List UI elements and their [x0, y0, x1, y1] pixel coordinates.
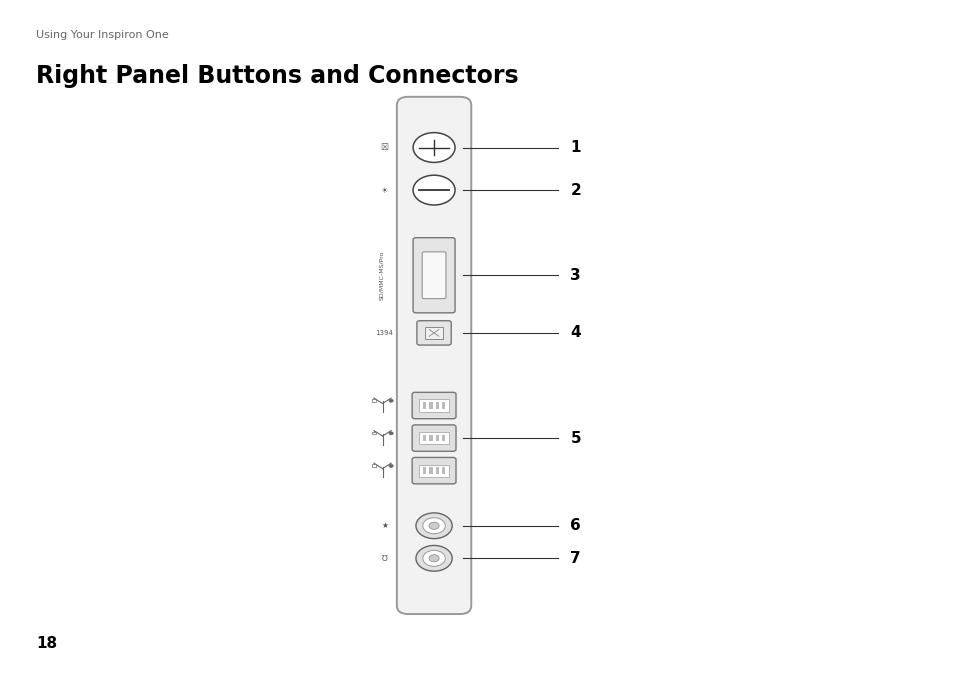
Text: 4: 4 — [570, 326, 580, 341]
Circle shape — [416, 513, 452, 539]
Text: Using Your Inspiron One: Using Your Inspiron One — [36, 30, 169, 41]
Circle shape — [413, 175, 455, 205]
Text: 1394: 1394 — [375, 330, 393, 336]
FancyBboxPatch shape — [396, 97, 471, 614]
Circle shape — [413, 133, 455, 162]
Text: 18: 18 — [36, 636, 57, 651]
FancyBboxPatch shape — [412, 458, 456, 484]
Bar — [372, 399, 375, 402]
Text: 5: 5 — [570, 431, 580, 445]
Bar — [423, 467, 426, 474]
Text: ★: ★ — [380, 521, 388, 530]
Circle shape — [389, 464, 393, 467]
Circle shape — [389, 399, 393, 402]
FancyBboxPatch shape — [413, 238, 455, 313]
Text: ☒: ☒ — [380, 143, 388, 152]
Circle shape — [429, 522, 438, 529]
Circle shape — [422, 518, 445, 533]
FancyBboxPatch shape — [412, 425, 456, 452]
Text: 1: 1 — [570, 140, 580, 155]
Bar — [372, 464, 375, 467]
Bar — [429, 402, 432, 409]
Circle shape — [416, 546, 452, 571]
Text: ℧: ℧ — [381, 554, 387, 563]
Bar — [436, 467, 438, 474]
Bar — [429, 435, 432, 441]
Bar — [425, 327, 442, 339]
Bar — [418, 432, 449, 444]
FancyBboxPatch shape — [416, 321, 451, 345]
Circle shape — [422, 550, 445, 566]
FancyBboxPatch shape — [412, 393, 456, 418]
Bar — [418, 464, 449, 477]
Text: SD/MMC-MS/Pro: SD/MMC-MS/Pro — [378, 250, 384, 300]
Bar — [436, 435, 438, 441]
Bar — [423, 402, 426, 409]
Text: Right Panel Buttons and Connectors: Right Panel Buttons and Connectors — [36, 64, 518, 88]
Text: 3: 3 — [570, 268, 580, 283]
Bar — [441, 467, 444, 474]
FancyBboxPatch shape — [422, 252, 445, 299]
Text: 2: 2 — [570, 183, 580, 198]
Text: ☀: ☀ — [380, 185, 388, 194]
Text: 6: 6 — [570, 519, 580, 533]
Bar — [418, 399, 449, 412]
Bar — [423, 435, 426, 441]
Bar — [429, 467, 432, 474]
Circle shape — [429, 554, 438, 562]
Bar — [441, 435, 444, 441]
Bar — [436, 402, 438, 409]
Bar — [441, 402, 444, 409]
Bar — [372, 431, 375, 435]
Circle shape — [389, 432, 393, 435]
Text: 7: 7 — [570, 551, 580, 566]
